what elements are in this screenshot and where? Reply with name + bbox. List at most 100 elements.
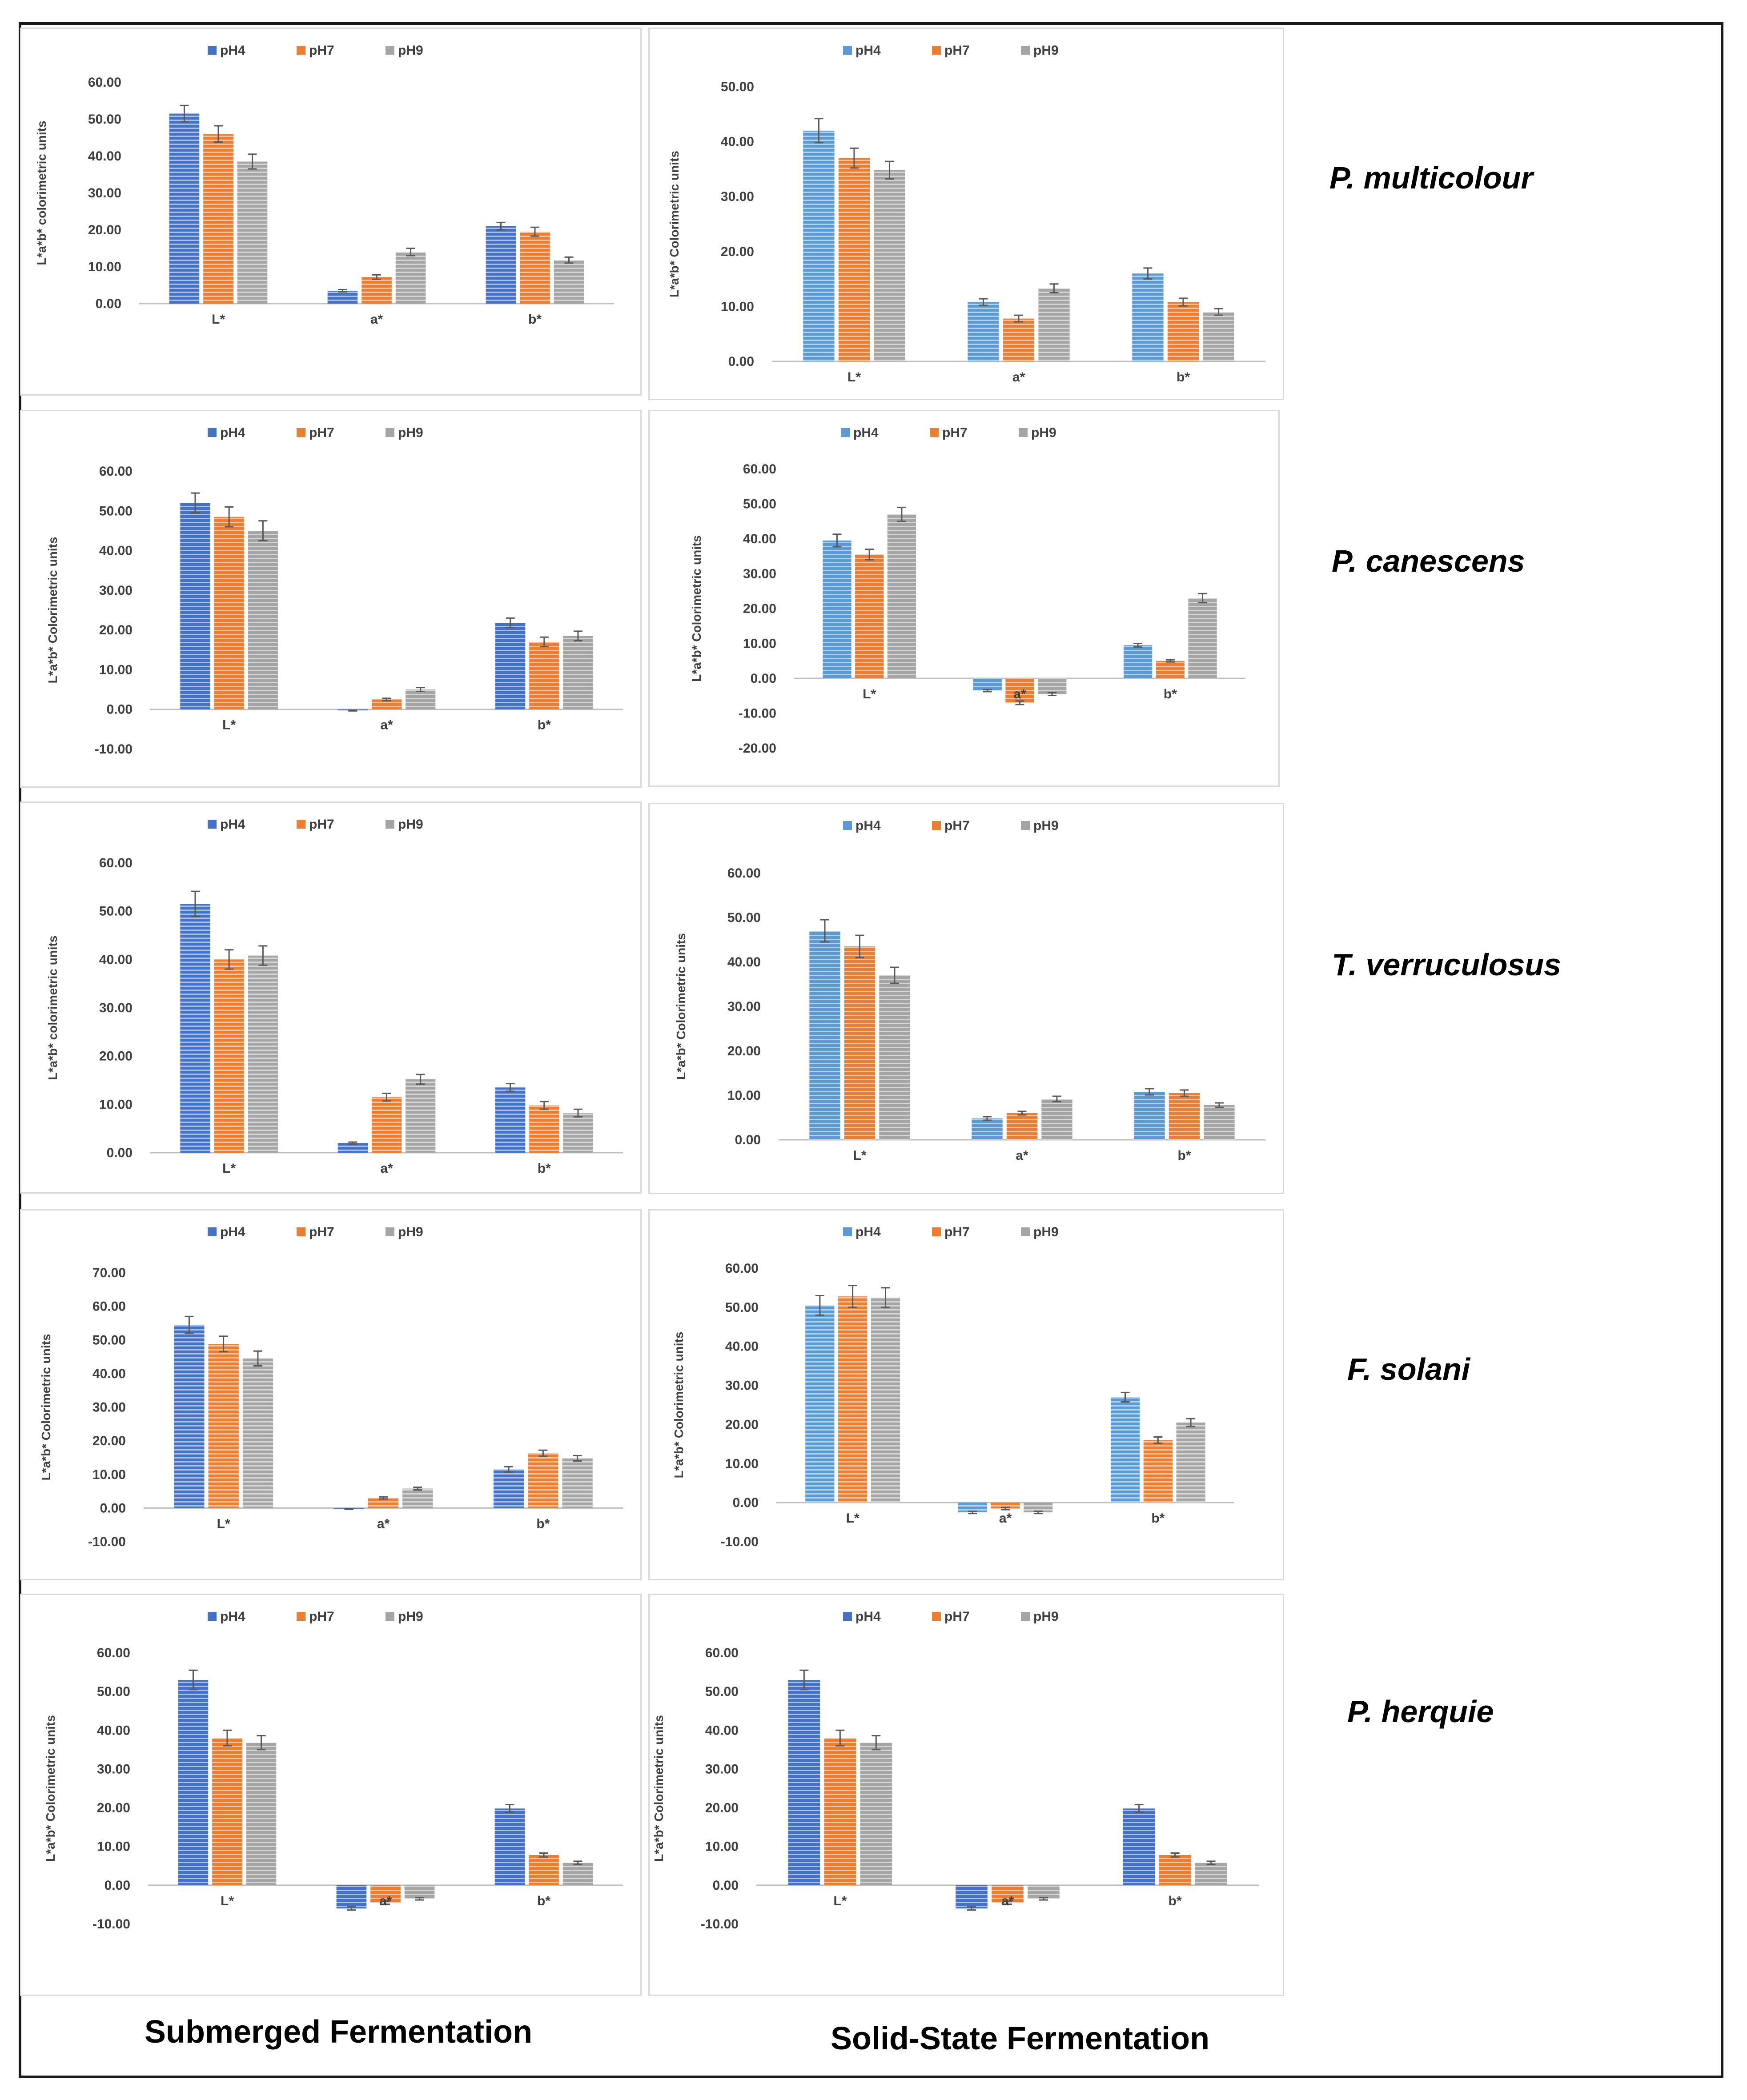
error-bar-ph4-0	[190, 890, 200, 918]
chart-svg-ssf-f-solani: pH4 pH7 pH9 -10.00 0.00 10.00 20.00 30.00 40.00 5…	[672, 1225, 1234, 1549]
bar-ph4-1	[327, 290, 358, 304]
y-tick-label: 20.00	[743, 601, 776, 616]
x-category-label: a*	[1016, 1148, 1028, 1163]
error-bar-ph7-2	[539, 636, 549, 648]
y-axis-title: L*a*b* Colorimetric units	[39, 1334, 53, 1481]
legend-label-ph9: pH9	[398, 1609, 423, 1624]
y-tick-label: 30.00	[99, 1001, 133, 1015]
legend-label-ph9: pH9	[398, 43, 423, 58]
bar-ph4-1	[336, 1885, 367, 1909]
legend-swatch-ph4	[841, 428, 850, 437]
x-category-label: a*	[370, 312, 383, 327]
chart-panel-ssf-f-solani: pH4 pH7 pH9 -10.00 0.00 10.00 20.00 30.00 40.00 5…	[648, 1209, 1284, 1580]
error-bar-ph7-2	[538, 1449, 548, 1457]
y-tick-label: 20.00	[99, 623, 133, 637]
legend-label-ph7: pH7	[309, 43, 334, 58]
bar-ph7-2	[1169, 1093, 1200, 1140]
error-bar-ph7-1	[1015, 700, 1024, 705]
bar-ph7-1	[991, 1503, 1020, 1509]
error-bar-ph7-1	[372, 274, 381, 280]
legend-label-ph4: pH4	[855, 1225, 881, 1239]
chart-svg-sf-p-canescens: pH4 pH7 pH9 -10.00 0.00 10.00 20.00 30.00 40.00 5…	[46, 425, 623, 757]
y-tick-label: 40.00	[725, 1339, 759, 1354]
bar-ph4-0	[174, 1325, 205, 1508]
legend-label-ph4: pH4	[220, 1225, 245, 1239]
bar-ph9-2	[1188, 598, 1217, 678]
bar-ph9-1	[395, 252, 426, 304]
y-axis-title: L*a*b* Colorimetric units	[652, 1715, 666, 1862]
y-tick-label: 40.00	[721, 135, 754, 149]
error-bar-ph9-0	[253, 1350, 262, 1367]
y-tick-label: 0.00	[728, 354, 754, 369]
x-category-label: L*	[846, 1511, 859, 1526]
error-bar-ph7-0	[848, 1285, 857, 1308]
legend-label-ph9: pH9	[398, 425, 423, 440]
bar-ph9-2	[563, 1113, 593, 1153]
bar-ph7-1	[1003, 318, 1035, 361]
chart-svg-ssf-t-verruculosus: pH4 pH7 pH9 0.00 10.00 20.00 30.00 40.00 50.00 60…	[674, 818, 1265, 1163]
y-tick-label: 40.00	[92, 1367, 126, 1381]
error-bar-ph7-1	[1017, 1110, 1027, 1116]
y-tick-label: 60.00	[99, 464, 133, 479]
x-category-label: a*	[380, 718, 393, 733]
legend-swatch-ph7	[297, 820, 305, 829]
legend-label-ph9: pH9	[398, 817, 423, 832]
error-bar-ph4-0	[814, 118, 823, 144]
bar-ph7-0	[824, 1738, 856, 1885]
y-tick-label: 50.00	[88, 112, 121, 127]
y-tick-label: 50.00	[721, 80, 754, 94]
chart-panel-ssf-p-herquie: pH4 pH7 pH9 -10.00 0.00 10.00 20.00 30.00 40.00 5…	[648, 1594, 1284, 1996]
x-category-label: b*	[537, 1894, 550, 1908]
y-tick-label: 50.00	[743, 497, 776, 512]
legend: pH4 pH7 pH9	[841, 425, 1056, 440]
bar-ph9-2	[1203, 312, 1234, 361]
bar-ph7-0	[844, 946, 876, 1140]
error-bar-ph7-1	[1014, 314, 1023, 323]
error-bar-ph4-1	[983, 689, 992, 693]
error-bar-ph4-1	[967, 1906, 976, 1911]
bar-ph4-1	[972, 1118, 1003, 1140]
legend-swatch-ph4	[843, 821, 852, 830]
y-tick-label: 30.00	[725, 1379, 759, 1393]
error-bar-ph9-2	[573, 1455, 582, 1462]
y-tick-label: 10.00	[97, 1840, 130, 1854]
legend-swatch-ph7	[297, 46, 305, 55]
bar-ph7-0	[203, 134, 233, 304]
y-tick-label: 30.00	[88, 186, 121, 200]
error-bar-ph9-1	[416, 1074, 425, 1085]
chart-panel-sf-p-canescens: pH4 pH7 pH9 -10.00 0.00 10.00 20.00 30.00 40.00 5…	[20, 410, 642, 788]
error-bar-ph7-2	[1180, 1089, 1189, 1097]
error-bar-ph4-1	[344, 1508, 353, 1510]
bar-ph7-1	[1006, 1113, 1038, 1140]
error-bar-ph7-2	[530, 226, 539, 237]
y-tick-label: 10.00	[743, 637, 776, 651]
chart-panel-sf-p-multicolour: pH4 pH7 pH9 0.00 10.00 20.00 30.00 40.00 50.00 60…	[20, 28, 642, 396]
bar-ph7-0	[212, 1738, 242, 1885]
bar-ph9-0	[248, 530, 278, 709]
y-tick-label: 30.00	[727, 999, 761, 1014]
bar-ph9-2	[562, 1863, 593, 1885]
bar-ph9-0	[248, 955, 278, 1153]
error-bar-ph9-2	[1214, 308, 1223, 316]
legend-swatch-ph7	[932, 46, 941, 55]
y-axis-title: L*a*b* Colorimetric units	[46, 537, 60, 684]
legend: pH4 pH7 pH9	[208, 1225, 423, 1239]
bar-ph7-1	[1005, 678, 1034, 703]
y-tick-label: 60.00	[99, 856, 133, 870]
caption-submerged: Submerged Fermentation	[145, 2014, 533, 2050]
legend-swatch-ph9	[386, 1612, 394, 1621]
error-bar-ph7-1	[381, 1900, 390, 1905]
x-category-label: L*	[853, 1148, 867, 1163]
y-tick-label: 50.00	[92, 1333, 126, 1347]
y-tick-label: 30.00	[721, 189, 754, 204]
bar-ph7-0	[208, 1344, 239, 1508]
legend: pH4 pH7 pH9	[208, 425, 423, 440]
y-tick-label: 30.00	[92, 1400, 126, 1415]
x-category-label: b*	[1164, 687, 1177, 701]
error-bar-ph9-0	[897, 506, 906, 522]
legend-label-ph9: pH9	[1033, 818, 1059, 833]
y-tick-label: 40.00	[727, 955, 761, 970]
error-bar-ph9-2	[574, 1108, 583, 1118]
x-category-label: L*	[847, 370, 861, 385]
species-label-2: P. canescens	[1332, 544, 1525, 578]
